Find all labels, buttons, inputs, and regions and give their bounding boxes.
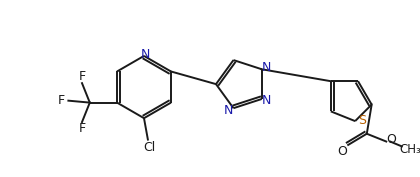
- Text: S: S: [358, 114, 366, 127]
- Text: CH₃: CH₃: [400, 143, 420, 156]
- Text: N: N: [140, 48, 150, 61]
- Text: F: F: [79, 122, 86, 135]
- Text: O: O: [386, 133, 396, 146]
- Text: F: F: [58, 94, 65, 107]
- Text: N: N: [262, 61, 271, 74]
- Text: Cl: Cl: [144, 141, 156, 154]
- Text: N: N: [224, 104, 233, 117]
- Text: F: F: [79, 70, 86, 83]
- Text: O: O: [338, 145, 347, 158]
- Text: N: N: [262, 95, 271, 107]
